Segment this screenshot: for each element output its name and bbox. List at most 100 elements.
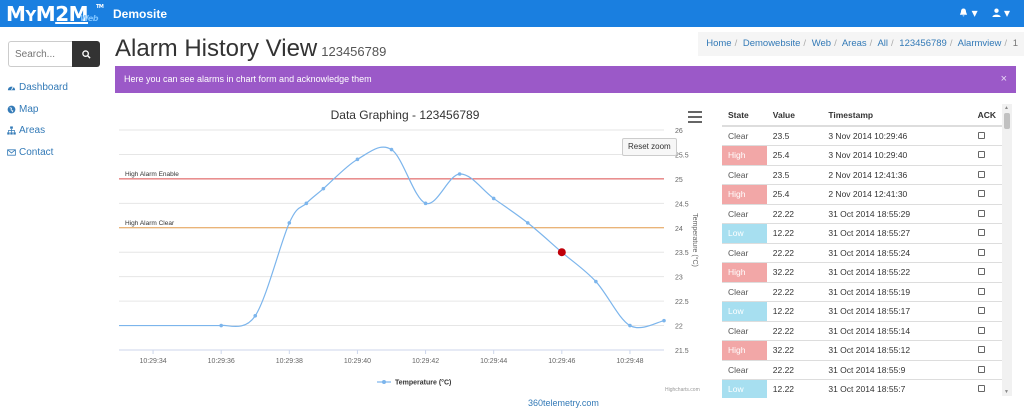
table-row[interactable]: Clear 23.5 2 Nov 2014 12:41:36 <box>722 165 1002 185</box>
x-tick-label: 10:29:34 <box>139 358 166 365</box>
ack-checkbox[interactable] <box>977 385 985 393</box>
sidebar-item-areas[interactable]: Areas <box>6 120 68 142</box>
sidebar-item-contact[interactable]: Contact <box>6 142 68 164</box>
breadcrumb-all[interactable]: All <box>877 38 888 49</box>
data-point <box>662 318 666 323</box>
column-header-timestamp[interactable]: Timestamp <box>822 104 972 127</box>
table-scrollbar[interactable]: ▲ ▼ <box>1002 104 1012 396</box>
breadcrumb: Home / Demowebsite / Web / Areas / All/ 1234… <box>698 32 1024 56</box>
breadcrumb-alarmview[interactable]: Alarmview <box>957 38 1002 49</box>
y-tick-label: 26 <box>675 128 683 135</box>
sidebar-item-map[interactable]: Map <box>6 99 68 121</box>
ack-checkbox[interactable] <box>977 287 985 295</box>
breadcrumb-demowebsite[interactable]: Demowebsite <box>742 38 801 49</box>
ack-checkbox[interactable] <box>977 190 985 198</box>
footer-link[interactable]: 360telemetry.com <box>528 398 599 408</box>
table-row[interactable]: High 25.4 3 Nov 2014 10:29:40 <box>722 145 1002 166</box>
y-tick-label: 23.5 <box>675 250 689 257</box>
bell-icon <box>960 8 968 17</box>
column-header-state[interactable]: State <box>722 104 767 127</box>
brand-logo[interactable]: MYM2M TM Web <box>6 2 106 26</box>
column-header-value[interactable]: Value <box>766 104 823 127</box>
table-row[interactable]: Clear 22.22 31 Oct 2014 18:55:19 <box>722 282 1002 302</box>
ack-checkbox[interactable] <box>977 326 985 334</box>
scroll-thumb[interactable] <box>1004 113 1010 129</box>
table-row[interactable]: Clear 22.22 31 Oct 2014 18:55:9 <box>722 360 1002 380</box>
x-tick-label: 10:29:40 <box>344 358 371 365</box>
table-row[interactable]: Clear 22.22 31 Oct 2014 18:55:14 <box>722 321 1002 341</box>
ack-checkbox[interactable] <box>977 307 985 315</box>
data-point <box>389 147 394 152</box>
page-title: Alarm History View 123456789 <box>115 35 386 63</box>
search-input[interactable] <box>8 41 72 67</box>
reset-zoom-button[interactable]: Reset zoom <box>622 138 677 156</box>
cell-value: 12.22 <box>766 223 823 244</box>
alerts-menu[interactable]: ▾ <box>959 6 978 20</box>
ack-checkbox[interactable] <box>977 248 985 256</box>
cell-ack <box>971 243 1002 263</box>
table-row[interactable]: High 32.22 31 Oct 2014 18:55:22 <box>722 262 1002 283</box>
site-name[interactable]: Demosite <box>113 7 168 21</box>
ack-checkbox[interactable] <box>977 132 985 139</box>
cell-ack <box>971 145 1002 166</box>
cell-timestamp: 3 Nov 2014 10:29:40 <box>822 145 972 166</box>
table-row[interactable]: High 25.4 2 Nov 2014 12:41:30 <box>722 184 1002 205</box>
logo-tm: TM <box>96 4 104 10</box>
table-row[interactable]: High 32.22 31 Oct 2014 18:55:12 <box>722 340 1002 361</box>
y-axis-title: Temperature (°C) <box>691 213 699 267</box>
data-point <box>423 201 428 206</box>
top-navbar: MYM2M TM Web Demosite ▾ ▾ <box>0 0 1024 27</box>
table-row[interactable]: Clear 22.22 31 Oct 2014 18:55:24 <box>722 243 1002 263</box>
cell-value: 12.22 <box>766 301 823 322</box>
navbar-right: ▾ ▾ <box>959 6 1010 20</box>
breadcrumb-device[interactable]: 123456789 <box>899 38 947 49</box>
y-tick-label: 22.5 <box>675 299 689 306</box>
cell-state: High <box>722 262 767 283</box>
table-row[interactable]: Clear 22.22 31 Oct 2014 18:55:29 <box>722 204 1002 224</box>
breadcrumb-home[interactable]: Home <box>706 38 732 49</box>
chart-menu-icon[interactable] <box>688 111 702 123</box>
sidebar: Dashboard Map Areas Contact <box>0 27 108 412</box>
scroll-up-icon[interactable]: ▲ <box>1004 105 1009 111</box>
breadcrumb-web[interactable]: Web <box>811 38 832 49</box>
ack-checkbox[interactable] <box>977 209 985 217</box>
alert-text: Here you can see alarms in chart form an… <box>124 74 372 84</box>
ack-checkbox[interactable] <box>977 268 985 276</box>
search-button[interactable] <box>72 41 100 67</box>
ack-checkbox[interactable] <box>977 151 985 159</box>
data-point <box>594 279 598 284</box>
breadcrumb-areas[interactable]: Areas <box>841 38 867 49</box>
ack-checkbox[interactable] <box>977 229 985 237</box>
ack-checkbox[interactable] <box>977 365 985 373</box>
sidebar-item-dashboard[interactable]: Dashboard <box>6 77 68 99</box>
data-point <box>628 323 632 328</box>
cell-timestamp: 31 Oct 2014 18:55:27 <box>822 223 972 244</box>
cell-ack <box>971 321 1002 341</box>
data-point <box>525 221 530 225</box>
x-tick-label: 10:29:46 <box>548 358 575 365</box>
y-tick-label: 23 <box>675 275 683 282</box>
ack-checkbox[interactable] <box>977 170 985 178</box>
cell-ack <box>971 184 1002 205</box>
cell-value: 22.22 <box>766 204 823 224</box>
ack-checkbox[interactable] <box>977 346 985 354</box>
cell-value: 12.22 <box>766 379 823 398</box>
plot-line-label: High Alarm Enable <box>125 171 179 178</box>
chart-title: Data Graphing - 123456789 <box>330 108 480 122</box>
close-icon[interactable]: × <box>1000 73 1007 85</box>
cell-value: 22.22 <box>766 360 823 380</box>
cell-state: Low <box>722 223 767 244</box>
column-header-ack[interactable]: ACK <box>971 104 1002 127</box>
sidebar-item-label: Areas <box>19 125 46 137</box>
table-row[interactable]: Low 12.22 31 Oct 2014 18:55:7 <box>722 379 1002 398</box>
cell-ack <box>971 126 1002 146</box>
table-row[interactable]: Low 12.22 31 Oct 2014 18:55:27 <box>722 223 1002 244</box>
table-row[interactable]: Low 12.22 31 Oct 2014 18:55:17 <box>722 301 1002 322</box>
table-row[interactable]: Clear 23.5 3 Nov 2014 10:29:46 <box>722 126 1002 146</box>
chart-credits[interactable]: Highcharts.com <box>665 387 700 393</box>
breadcrumb-current: 1 <box>1012 38 1018 49</box>
user-menu[interactable]: ▾ <box>992 6 1010 20</box>
scroll-down-icon[interactable]: ▼ <box>1004 389 1009 395</box>
cell-state: Clear <box>722 321 767 341</box>
cell-state: High <box>722 340 767 361</box>
